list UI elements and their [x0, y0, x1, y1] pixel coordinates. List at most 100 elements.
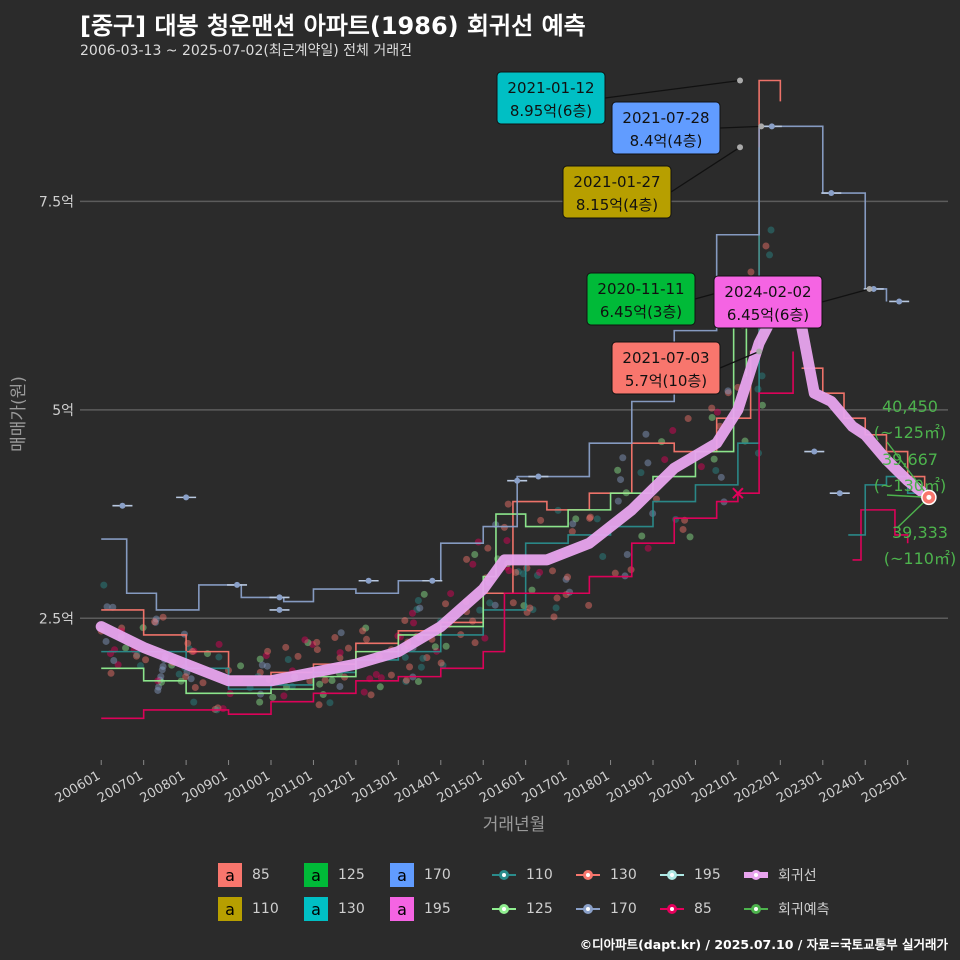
legend-label: 회귀예측	[778, 902, 830, 918]
data-dot	[102, 637, 110, 645]
data-dot	[463, 555, 471, 563]
data-dot	[661, 456, 669, 464]
annotation-box	[586, 272, 696, 326]
legend-label: 170	[610, 901, 637, 917]
data-dot	[410, 619, 418, 627]
x-tick-label: 201001	[223, 768, 273, 806]
annotation-box	[611, 101, 721, 155]
data-dot	[294, 652, 302, 660]
annotation-date: 2020-11-11	[597, 280, 684, 298]
trade-dot	[276, 606, 283, 613]
annotation-leader	[821, 288, 870, 303]
data-dot	[152, 618, 160, 626]
data-dot	[599, 553, 607, 561]
x-tick-label: 202301	[774, 768, 824, 806]
legend-item-125: a 125	[304, 863, 368, 887]
data-dot	[708, 404, 716, 412]
data-dot	[586, 514, 594, 522]
chart-title: [중구] 대봉 청운맨션 아파트(1986) 회귀선 예측	[80, 12, 586, 40]
data-dot	[256, 698, 264, 706]
data-dot	[523, 564, 531, 572]
annotation-box	[562, 165, 672, 219]
data-dot	[159, 613, 167, 621]
legend-label: 125	[338, 867, 365, 883]
legend-item-85: a 85	[218, 863, 282, 887]
x-tick-label: 201201	[307, 768, 357, 806]
data-dot	[406, 663, 414, 671]
data-dot	[471, 551, 479, 559]
data-dot	[142, 656, 150, 664]
legend-label: 130	[610, 867, 637, 883]
data-dot	[264, 647, 272, 655]
data-dot	[672, 515, 680, 523]
annotation-anchor	[737, 77, 744, 84]
data-dot	[190, 698, 198, 706]
data-dot	[408, 609, 416, 617]
data-dot	[402, 677, 410, 685]
data-dot	[564, 573, 572, 581]
legend-label: 125	[526, 901, 553, 917]
data-dot	[686, 533, 694, 541]
legend-label: 85	[252, 867, 270, 883]
legend-point-195: 195	[660, 867, 724, 883]
data-dot	[533, 571, 541, 579]
data-dot	[500, 523, 508, 531]
data-dot	[552, 604, 560, 612]
data-dot	[326, 699, 334, 707]
data-dot	[593, 515, 601, 523]
series-line-85	[101, 351, 794, 720]
data-dot	[642, 430, 650, 438]
data-dot	[114, 661, 122, 669]
annotation-box	[611, 341, 721, 395]
data-dot	[336, 649, 344, 657]
data-dot	[336, 654, 344, 662]
data-dot	[282, 643, 290, 651]
legend-point-forecast: 회귀예측	[744, 899, 830, 919]
data-dot	[215, 653, 223, 661]
trade-dot	[811, 448, 818, 455]
legend-point-170: 170	[576, 901, 640, 917]
data-dot	[638, 532, 646, 540]
annotation-anchor	[756, 348, 763, 355]
regression-line	[95, 295, 935, 687]
data-dot	[713, 408, 721, 416]
legend-swatch-130: a	[304, 897, 328, 921]
data-dot	[611, 569, 619, 577]
data-dot	[747, 268, 755, 276]
legend-label: 85	[694, 901, 712, 917]
legend-item-130: a 130	[304, 897, 368, 921]
x-tick-label: 202101	[689, 768, 739, 806]
data-dot	[304, 639, 312, 647]
data-dot	[372, 671, 380, 679]
data-dot	[132, 652, 140, 660]
series-line-110	[101, 147, 760, 690]
data-dot	[423, 654, 431, 662]
legend-point-regression: 회귀선	[744, 865, 817, 885]
legend-label: 110	[252, 901, 279, 917]
data-dot	[151, 618, 159, 626]
data-dot	[505, 567, 513, 575]
data-dot	[669, 427, 677, 435]
x-tick-label: 201601	[477, 768, 527, 806]
trade-dot	[365, 577, 372, 584]
x-tick-label: 201301	[350, 768, 400, 806]
data-dot	[514, 568, 522, 576]
data-dot	[447, 590, 455, 598]
data-dot	[185, 645, 193, 653]
data-dot	[419, 654, 427, 662]
legend-swatch-195: a	[390, 897, 414, 921]
data-dot	[762, 242, 770, 250]
data-dot	[416, 604, 424, 612]
data-dot	[644, 544, 652, 552]
data-dot	[313, 646, 321, 654]
data-dot	[442, 642, 450, 650]
x-tick-label: 202501	[859, 768, 909, 806]
y-tick-label: 7.5억	[39, 194, 74, 210]
data-dot	[550, 613, 558, 621]
data-dot	[237, 662, 245, 670]
trade-dot	[828, 190, 835, 197]
data-dot	[306, 677, 314, 685]
x-tick-label: 200701	[95, 768, 145, 806]
data-dot	[614, 497, 622, 505]
legend-size-fill: a 85 a 125 a 170 a 110 a 130 a 195	[218, 858, 476, 926]
